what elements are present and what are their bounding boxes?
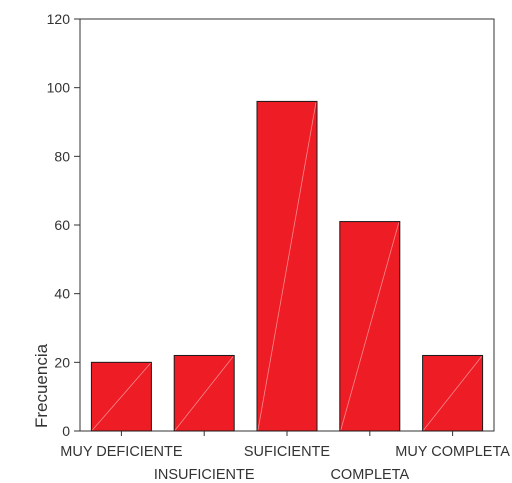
- x-category-label: MUY DEFICIENTE: [60, 444, 183, 460]
- y-tick-label: 40: [54, 286, 70, 302]
- y-tick-label: 80: [54, 148, 70, 164]
- bars: [90, 100, 484, 432]
- bar-highlight: [423, 356, 482, 431]
- y-tick-label: 100: [47, 80, 71, 96]
- bar-highlight: [340, 222, 400, 431]
- x-category-label: INSUFICIENTE: [154, 467, 255, 483]
- x-axis-labels: MUY DEFICIENTE INSUFICIENTE SUFICIENTE COMP…: [60, 431, 510, 483]
- bar-highlight: [92, 363, 151, 431]
- y-tick-label: 120: [47, 11, 71, 27]
- y-tick-label: 60: [54, 217, 70, 233]
- y-axis-label: Frecuencia: [32, 343, 51, 428]
- x-category-label: MUY COMPLETA: [395, 444, 510, 460]
- y-axis-ticks: 0 20 40 60 80 100 120: [47, 11, 80, 439]
- y-tick-label: 20: [54, 354, 70, 370]
- bar-highlight: [257, 102, 317, 431]
- bar-highlight: [174, 356, 234, 431]
- x-category-label: SUFICIENTE: [244, 444, 331, 460]
- x-category-label: COMPLETA: [330, 467, 409, 483]
- y-tick-label: 0: [62, 423, 70, 439]
